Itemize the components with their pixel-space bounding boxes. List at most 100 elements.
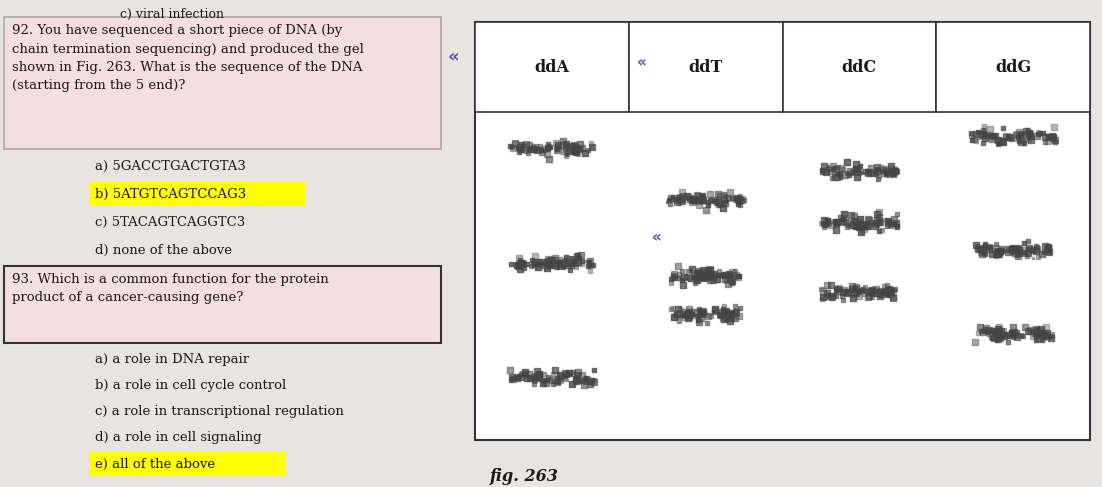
Point: [538, 264, 555, 272]
Point: [534, 378, 552, 386]
Point: [726, 267, 744, 275]
Point: [722, 310, 739, 318]
Point: [573, 260, 591, 268]
Point: [969, 245, 986, 253]
Point: [850, 288, 867, 296]
Point: [521, 374, 539, 382]
Point: [990, 248, 1007, 256]
Point: [558, 376, 575, 384]
Point: [704, 196, 722, 204]
Point: [583, 144, 601, 151]
Point: [1014, 333, 1031, 340]
Point: [861, 288, 878, 296]
Point: [551, 375, 569, 383]
Point: [976, 327, 994, 335]
Point: [537, 376, 554, 384]
Point: [1027, 242, 1045, 249]
Point: [829, 287, 846, 295]
Point: [568, 149, 585, 156]
Point: [1013, 332, 1030, 339]
Point: [715, 315, 733, 322]
Point: [828, 219, 845, 227]
Point: [571, 145, 588, 152]
Point: [528, 261, 545, 269]
Point: [965, 135, 983, 143]
Point: [696, 275, 714, 283]
Point: [1035, 329, 1052, 337]
Point: [839, 288, 856, 296]
Point: [716, 275, 734, 283]
Point: [559, 144, 576, 151]
Point: [706, 306, 724, 314]
Point: [532, 259, 550, 267]
Point: [852, 168, 869, 175]
Point: [871, 208, 888, 216]
Point: [1011, 128, 1028, 135]
Point: [976, 242, 994, 249]
Point: [702, 273, 720, 281]
Point: [678, 309, 695, 317]
Point: [703, 273, 721, 281]
Point: [545, 261, 563, 269]
Point: [689, 312, 706, 320]
Point: [504, 375, 521, 383]
Point: [1005, 328, 1023, 336]
Point: [515, 259, 532, 266]
Point: [1019, 130, 1037, 137]
Point: [994, 327, 1012, 335]
Point: [576, 257, 594, 265]
Point: [573, 257, 591, 265]
Point: [869, 291, 887, 299]
Point: [673, 276, 691, 284]
Point: [1044, 132, 1061, 140]
Point: [831, 284, 849, 292]
Point: [560, 261, 577, 269]
Point: [855, 286, 873, 294]
Point: [579, 375, 596, 383]
Point: [520, 370, 538, 378]
Point: [882, 221, 899, 229]
Point: [1042, 331, 1060, 338]
Point: [669, 310, 687, 318]
Point: [879, 217, 897, 225]
Bar: [782, 22, 937, 112]
Point: [849, 166, 866, 173]
Point: [815, 163, 833, 170]
Point: [981, 243, 998, 251]
Point: [694, 274, 712, 282]
Point: [723, 194, 741, 202]
Point: [987, 247, 1005, 255]
Point: [885, 285, 903, 293]
Point: [701, 273, 719, 281]
Point: [819, 162, 836, 170]
Point: [677, 311, 694, 318]
Point: [1019, 327, 1037, 335]
Point: [832, 214, 850, 222]
Point: [1003, 247, 1020, 255]
Point: [819, 219, 836, 226]
Point: [1006, 331, 1024, 339]
Point: [826, 219, 844, 227]
Point: [570, 376, 587, 384]
Point: [538, 144, 555, 151]
Bar: [629, 22, 782, 112]
Point: [692, 268, 710, 276]
Point: [548, 263, 565, 271]
Point: [885, 166, 903, 174]
Point: [577, 374, 595, 382]
Point: [1008, 244, 1026, 252]
Point: [884, 167, 901, 175]
Point: [1008, 251, 1026, 259]
FancyBboxPatch shape: [4, 17, 441, 149]
Point: [966, 241, 984, 249]
Point: [871, 165, 888, 172]
Point: [716, 199, 734, 207]
Point: [520, 145, 538, 152]
Point: [679, 314, 696, 322]
Point: [830, 285, 847, 293]
Point: [526, 371, 543, 378]
Point: [710, 191, 727, 199]
Point: [882, 221, 899, 228]
Point: [699, 312, 716, 320]
Point: [987, 240, 1005, 248]
